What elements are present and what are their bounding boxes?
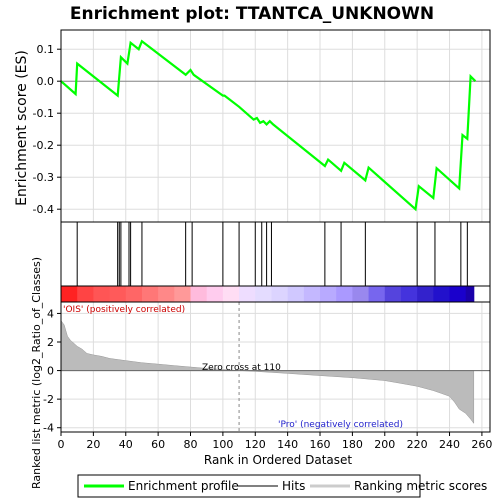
heatmap-segment	[206, 286, 224, 302]
metric-y-tick-label: 2	[47, 336, 54, 349]
x-tick-label: 200	[374, 438, 395, 451]
metric-y-axis-label: Ranked list metric (log2_Ratio_of_Classe…	[30, 257, 43, 489]
heatmap-segment	[61, 286, 78, 302]
heatmap-segment	[352, 286, 370, 302]
x-tick-label: 0	[58, 438, 65, 451]
heatmap-segment	[368, 286, 386, 302]
x-tick-label: 160	[310, 438, 331, 451]
metric-y-tick-label: 0	[47, 365, 54, 378]
heatmap-segment	[174, 286, 192, 302]
hits-panel	[60, 221, 491, 287]
heatmap-segment	[190, 286, 208, 302]
heatmap-segment	[109, 286, 127, 302]
heatmap-segment	[384, 286, 402, 302]
x-axis-label: Rank in Ordered Dataset	[204, 453, 352, 467]
es-panel: 0.1 0.0 -0.1 -0.2 -0.3 -0.4	[33, 29, 491, 223]
heatmap-segment	[303, 286, 321, 302]
heatmap-segment	[400, 286, 418, 302]
es-y-tick-label: -0.4	[33, 203, 54, 216]
x-tick-label: 60	[151, 438, 165, 451]
heatmap-segment	[336, 286, 353, 302]
heatmap-segment	[287, 286, 305, 302]
hits-plot-frame	[60, 221, 491, 287]
heatmap-segment	[320, 286, 337, 302]
es-y-tick-label: -0.2	[33, 139, 54, 152]
heatmap-segment	[125, 286, 143, 302]
x-tick-label: 240	[439, 438, 460, 451]
x-tick-label: 220	[407, 438, 428, 451]
heatmap-segment	[433, 286, 451, 302]
heatmap-segment	[158, 286, 175, 302]
metric-plot-frame	[60, 301, 491, 433]
ranking-metric-area	[60, 319, 475, 425]
x-tick-label: 120	[245, 438, 266, 451]
heatmap-segment	[255, 286, 272, 302]
heatmap-segment	[222, 286, 240, 302]
legend: Enrichment profile Hits Ranking metric s…	[77, 474, 487, 498]
x-tick-label: 100	[212, 438, 233, 451]
metric-panel: 4 2 0 -2 -4	[43, 301, 491, 435]
zero-cross-label: Zero cross at 110	[202, 363, 281, 373]
heatmap-segment	[417, 286, 434, 302]
heatmap-band	[60, 285, 491, 303]
es-y-tick-label: -0.1	[33, 107, 54, 120]
es-y-tick-label: 0.0	[37, 75, 55, 88]
x-tick-label: 140	[277, 438, 298, 451]
enrichment-profile-line	[60, 39, 477, 212]
heatmap-segment	[239, 286, 256, 302]
heatmap-segment	[449, 286, 467, 302]
legend-label-hits: Hits	[282, 479, 305, 493]
metric-y-tick-label: -4	[43, 422, 54, 435]
x-tick-label: 180	[342, 438, 363, 451]
es-y-tick-label: 0.1	[37, 43, 55, 56]
heatmap-segment	[141, 286, 159, 302]
metric-y-tick-label: -2	[43, 393, 54, 406]
x-tick-label: 40	[119, 438, 133, 451]
negative-correlation-label: 'Pro' (negatively correlated)	[278, 420, 403, 430]
metric-y-tick-label: 4	[47, 307, 54, 320]
es-y-axis-label: Enrichment score (ES)	[14, 50, 30, 206]
x-tick-label: 20	[86, 438, 100, 451]
positive-correlation-label: 'OIS' (positively correlated)	[63, 305, 185, 315]
heatmap-segment	[77, 286, 94, 302]
heatmap-segment	[465, 286, 475, 302]
legend-label-enrichment-profile: Enrichment profile	[128, 479, 239, 493]
es-y-tick-label: -0.3	[33, 171, 54, 184]
x-axis: 0 20 40 60 80 100 120 140 160 180 200 220 240 260	[58, 432, 492, 451]
heatmap-segment	[271, 286, 289, 302]
legend-label-ranking-metric: Ranking metric scores	[354, 479, 487, 493]
chart-title: Enrichment plot: TTANTCA_UNKNOWN	[70, 4, 434, 24]
x-tick-label: 80	[184, 438, 198, 451]
x-tick-label: 260	[471, 438, 492, 451]
heatmap-segment	[93, 286, 111, 302]
